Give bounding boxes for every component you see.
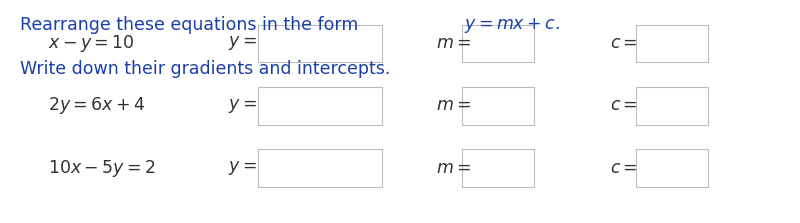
Text: $2y = 6x + 4$: $2y = 6x + 4$ bbox=[48, 95, 146, 116]
Text: $y =$: $y =$ bbox=[228, 35, 257, 52]
Text: Rearrange these equations in the form: Rearrange these equations in the form bbox=[20, 16, 364, 34]
Text: $c =$: $c =$ bbox=[610, 97, 638, 114]
FancyBboxPatch shape bbox=[258, 87, 382, 125]
Text: $y =$: $y =$ bbox=[228, 159, 257, 177]
Text: $y = mx+c$.: $y = mx+c$. bbox=[464, 16, 560, 35]
FancyBboxPatch shape bbox=[462, 149, 534, 187]
Text: $m =$: $m =$ bbox=[436, 97, 471, 114]
FancyBboxPatch shape bbox=[258, 149, 382, 187]
FancyBboxPatch shape bbox=[636, 87, 708, 125]
Text: $m =$: $m =$ bbox=[436, 160, 471, 177]
Text: $x - y = 10$: $x - y = 10$ bbox=[48, 33, 134, 54]
Text: $c =$: $c =$ bbox=[610, 160, 638, 177]
Text: $m =$: $m =$ bbox=[436, 35, 471, 52]
Text: $y =$: $y =$ bbox=[228, 97, 257, 115]
FancyBboxPatch shape bbox=[258, 25, 382, 62]
Text: $10x - 5y = 2$: $10x - 5y = 2$ bbox=[48, 158, 156, 179]
Text: $c =$: $c =$ bbox=[610, 35, 638, 52]
FancyBboxPatch shape bbox=[636, 149, 708, 187]
Text: Write down their gradients and intercepts.: Write down their gradients and intercept… bbox=[20, 60, 390, 78]
FancyBboxPatch shape bbox=[462, 87, 534, 125]
FancyBboxPatch shape bbox=[462, 25, 534, 62]
FancyBboxPatch shape bbox=[636, 25, 708, 62]
